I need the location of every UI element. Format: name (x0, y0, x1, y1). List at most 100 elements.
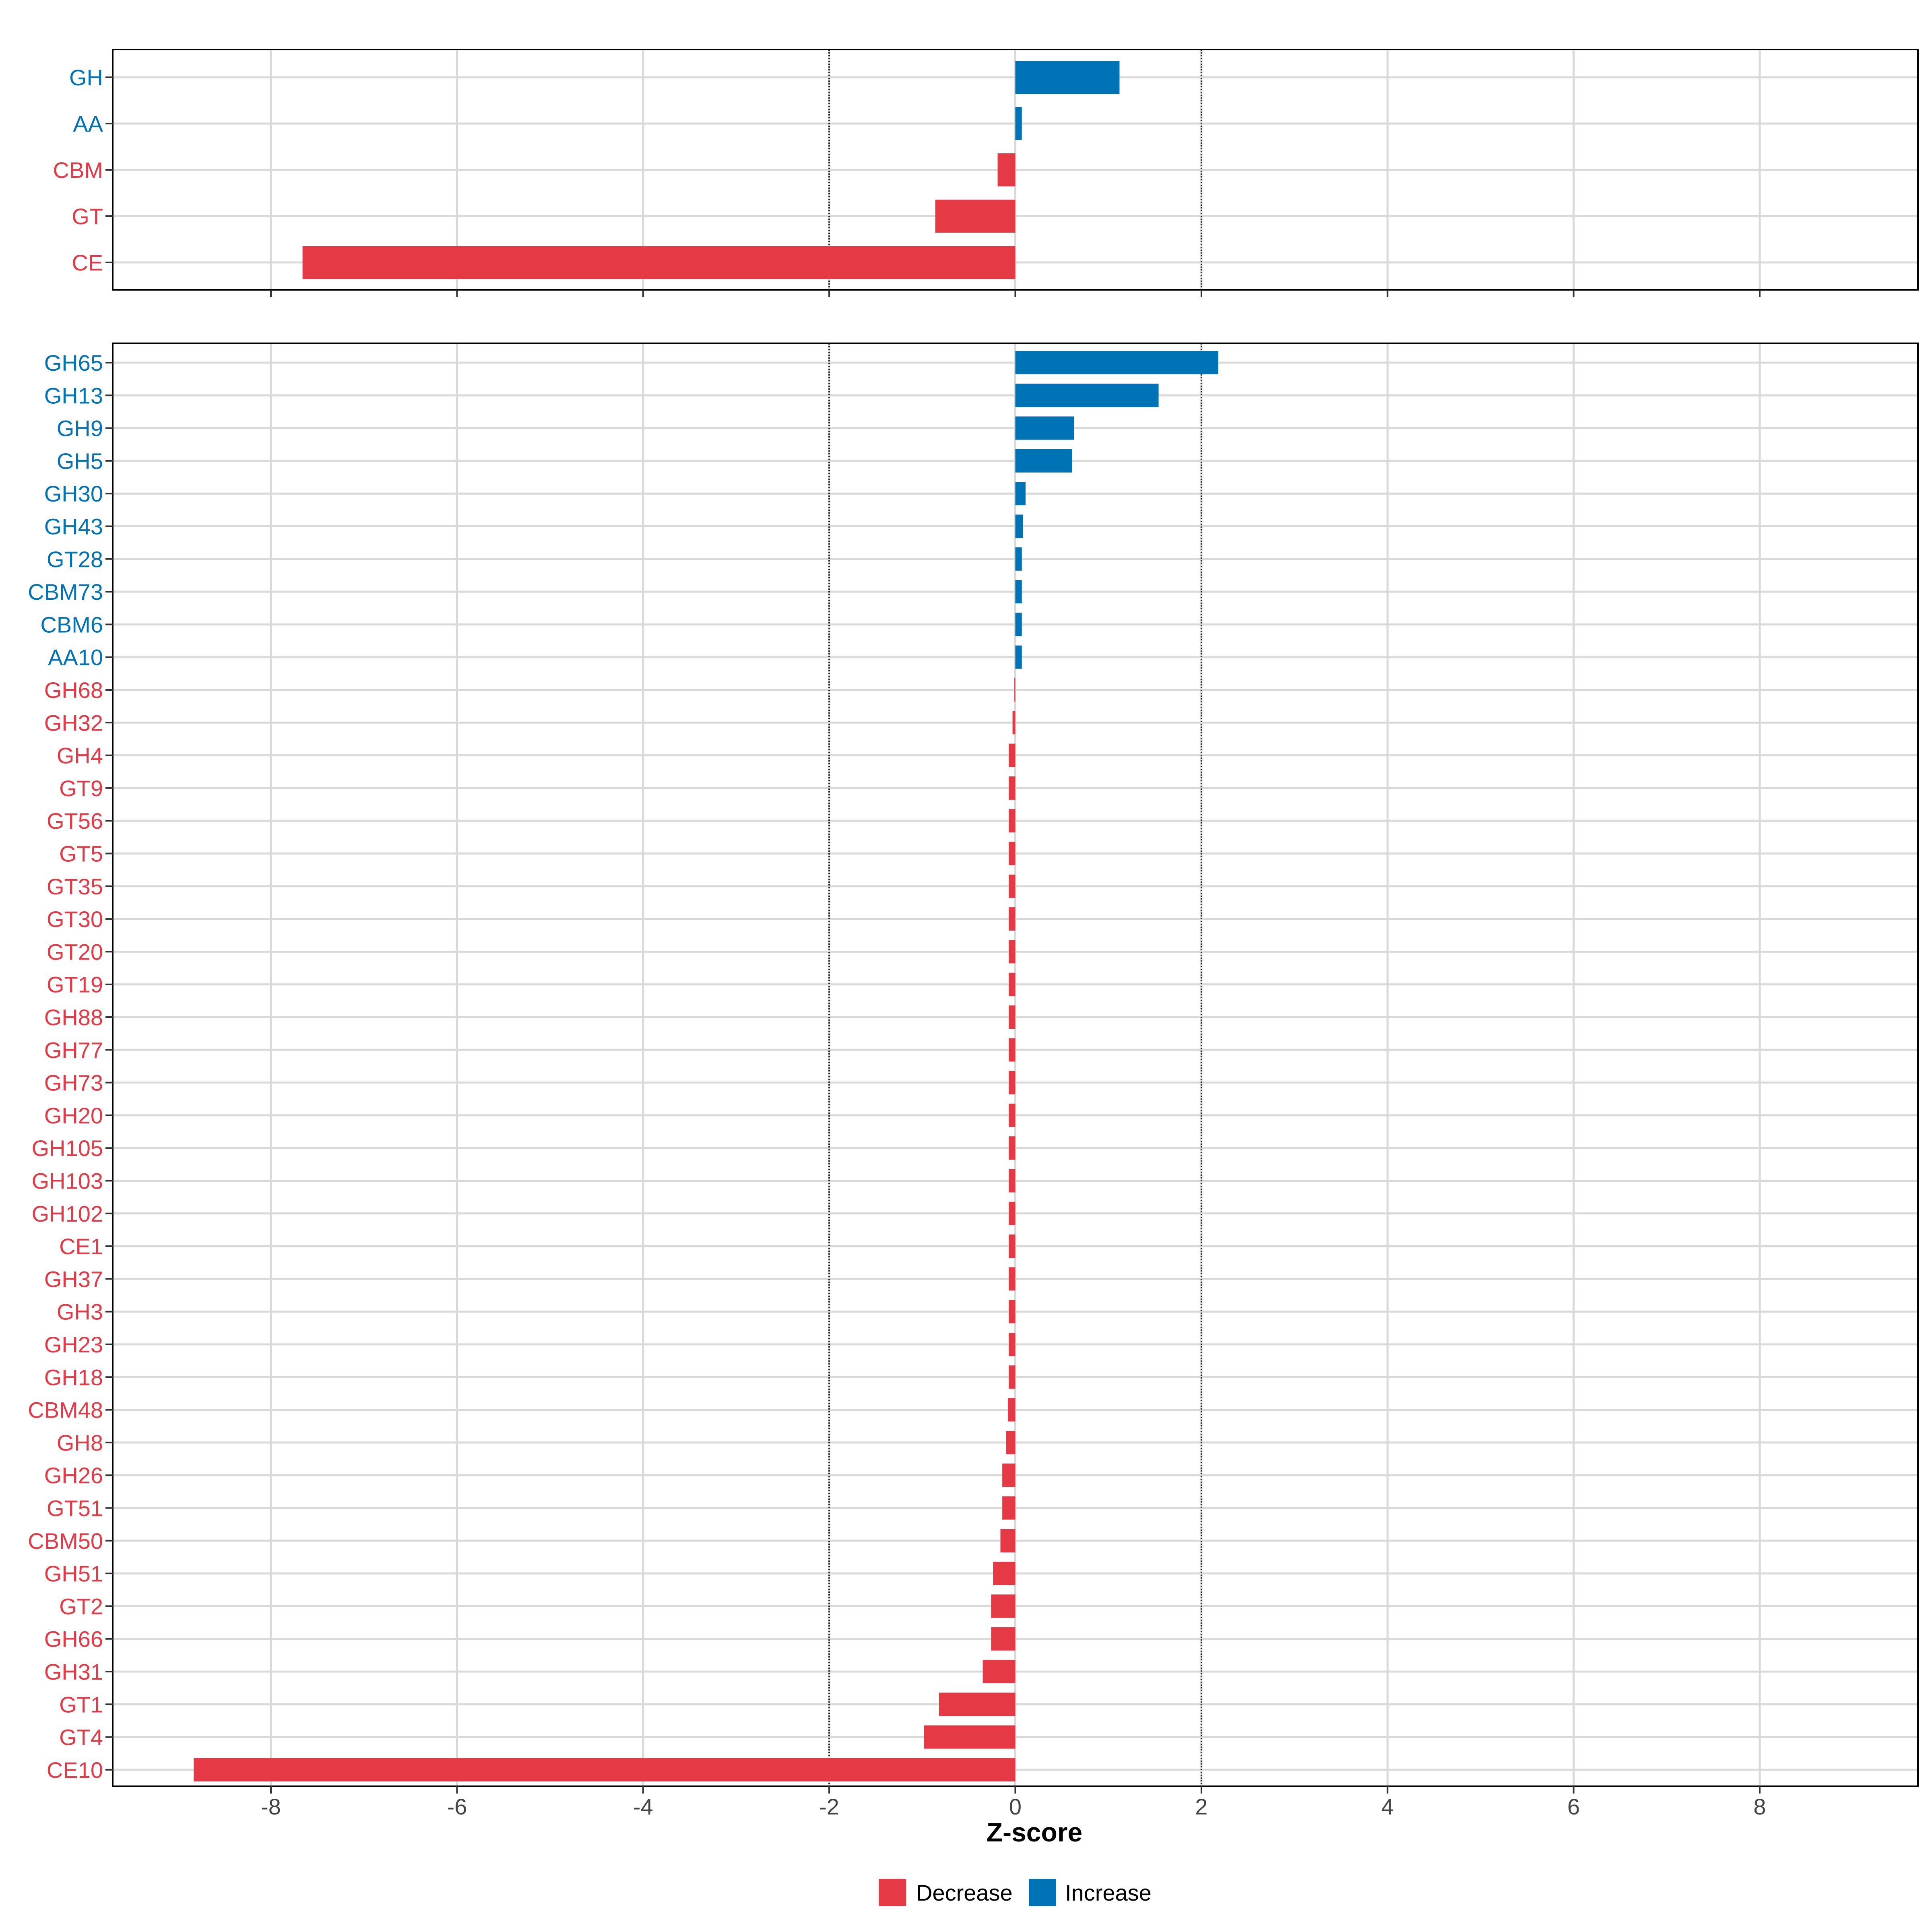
bottom-bar-gt30 (1009, 907, 1016, 931)
x-tick-label: 6 (1567, 1794, 1580, 1819)
bottom-y-label-gt5: GT5 (59, 841, 103, 867)
bottom-bar-gh43 (1015, 514, 1023, 538)
bottom-bar-gt5 (1009, 842, 1016, 865)
top-bar-ce (302, 246, 1016, 279)
bottom-panel: GH65 GH13 GH9 GH5 GH30 GH43 GT28 CBM73 CBM6 AA10 G… (28, 343, 1919, 1794)
bottom-y-label-gt9: GT9 (59, 776, 103, 801)
bottom-bar-gh18 (1009, 1365, 1016, 1389)
bottom-y-label-cbm6: CBM6 (40, 612, 103, 637)
bottom-y-label-aa10: AA10 (48, 645, 103, 670)
bottom-y-label-gh9: GH9 (57, 416, 103, 441)
bottom-bar-gh65 (1015, 351, 1218, 374)
bottom-bar-gh9 (1015, 416, 1074, 440)
x-tick-label: -8 (261, 1794, 281, 1819)
bottom-bar-gh68 (1014, 678, 1016, 702)
x-axis: -8 -6 -4 -2 0 2 4 6 8 (261, 1794, 1766, 1819)
bottom-y-label-gh30: GH30 (44, 481, 103, 506)
bottom-y-label-gh43: GH43 (44, 514, 103, 539)
bottom-y-label-gh31: GH31 (44, 1659, 103, 1684)
x-tick-label: -2 (819, 1794, 839, 1819)
bottom-bar-gh37 (1009, 1267, 1016, 1291)
bottom-bar-gt51 (1002, 1496, 1016, 1520)
bottom-bar-gt28 (1015, 547, 1022, 571)
bottom-bar-gh73 (1009, 1071, 1016, 1094)
x-tick-label: 8 (1753, 1794, 1766, 1819)
top-bar-cbm (997, 153, 1016, 186)
bottom-bar-gt4 (924, 1725, 1016, 1749)
bottom-bar-gt20 (1009, 940, 1016, 964)
bottom-y-label-gh51: GH51 (44, 1561, 103, 1586)
bottom-y-label-gt35: GT35 (47, 874, 103, 899)
bottom-y-label-gt20: GT20 (47, 939, 103, 964)
bottom-y-label-cbm73: CBM73 (28, 579, 103, 605)
bottom-y-label-cbm50: CBM50 (28, 1528, 103, 1554)
bottom-y-label-gh32: GH32 (44, 710, 103, 735)
top-y-label-gt: GT (72, 204, 103, 229)
bottom-bar-cbm50 (1000, 1529, 1016, 1552)
bottom-y-label-gt51: GT51 (47, 1496, 103, 1521)
bottom-bar-gh31 (983, 1660, 1016, 1683)
top-bar-aa (1015, 107, 1022, 140)
top-y-label-gh: GH (69, 65, 103, 90)
bottom-y-label-gh73: GH73 (44, 1070, 103, 1096)
x-tick-label: -6 (447, 1794, 467, 1819)
bottom-y-label-gh68: GH68 (44, 677, 103, 703)
bottom-y-label-gt1: GT1 (59, 1692, 103, 1717)
bottom-y-label-gh8: GH8 (57, 1430, 103, 1455)
x-tick-label: -4 (633, 1794, 653, 1819)
bottom-y-label-gt28: GT28 (47, 547, 103, 572)
x-tick-label: 0 (1009, 1794, 1022, 1819)
bottom-bar-cbm73 (1015, 580, 1022, 604)
bottom-bar-gh30 (1015, 482, 1026, 506)
bottom-bar-gh66 (991, 1627, 1016, 1651)
bottom-y-label-gt4: GT4 (59, 1725, 103, 1750)
bottom-bar-gt2 (991, 1594, 1016, 1618)
bottom-bar-gh88 (1009, 1005, 1016, 1029)
bottom-y-label-gh37: GH37 (44, 1266, 103, 1292)
bottom-y-label-ce10: CE10 (47, 1757, 103, 1783)
bottom-y-label-gh18: GH18 (44, 1364, 103, 1390)
x-tick-label: 4 (1381, 1794, 1394, 1819)
bottom-y-label-gh13: GH13 (44, 383, 103, 408)
x-axis-title: Z-score (987, 1817, 1082, 1847)
legend: Decrease Increase (879, 1879, 1152, 1906)
legend-label-decrease: Decrease (916, 1880, 1013, 1905)
bottom-bar-cbm6 (1015, 613, 1022, 636)
bottom-bar-gh26 (1002, 1463, 1016, 1487)
bottom-y-label-gt30: GT30 (47, 906, 103, 932)
legend-swatch-decrease (879, 1879, 906, 1906)
x-tick-label: 2 (1195, 1794, 1208, 1819)
top-bar-gh (1015, 61, 1120, 94)
legend-swatch-increase (1029, 1879, 1056, 1906)
bottom-y-label-ce1: CE1 (59, 1234, 103, 1259)
bottom-bar-ce10 (194, 1758, 1016, 1781)
top-y-label-aa: AA (73, 111, 103, 136)
bottom-bar-ce1 (1009, 1234, 1016, 1258)
bottom-bar-gh23 (1009, 1333, 1016, 1356)
bottom-bar-gt1 (939, 1693, 1016, 1716)
bottom-y-label-gh103: GH103 (32, 1168, 103, 1194)
bottom-bar-gh8 (1006, 1430, 1016, 1454)
top-panel: GH AA CBM GT CE (53, 49, 1919, 297)
top-bar-gt (935, 200, 1016, 233)
bottom-bar-gh105 (1009, 1136, 1016, 1160)
bottom-y-label-gh105: GH105 (32, 1135, 103, 1161)
bottom-bar-gh3 (1009, 1300, 1016, 1323)
bottom-y-label-gt19: GT19 (47, 972, 103, 997)
bottom-bar-gt35 (1009, 874, 1016, 898)
bottom-bar-cbm48 (1008, 1398, 1016, 1422)
bottom-y-label-gh77: GH77 (44, 1037, 103, 1063)
bottom-bar-gh20 (1009, 1103, 1016, 1127)
bottom-bar-gh103 (1009, 1169, 1016, 1193)
bottom-y-label-gh3: GH3 (57, 1299, 103, 1325)
bottom-y-label-gh4: GH4 (57, 743, 103, 768)
bottom-y-label-gh20: GH20 (44, 1103, 103, 1128)
bottom-y-label-gt2: GT2 (59, 1593, 103, 1619)
bottom-bar-gh102 (1009, 1201, 1016, 1225)
top-y-label-cbm: CBM (53, 157, 103, 183)
bottom-bar-gt19 (1009, 972, 1016, 996)
bottom-y-label-gh88: GH88 (44, 1005, 103, 1030)
bottom-bar-gh51 (993, 1562, 1016, 1585)
bottom-y-label-cbm48: CBM48 (28, 1397, 103, 1423)
